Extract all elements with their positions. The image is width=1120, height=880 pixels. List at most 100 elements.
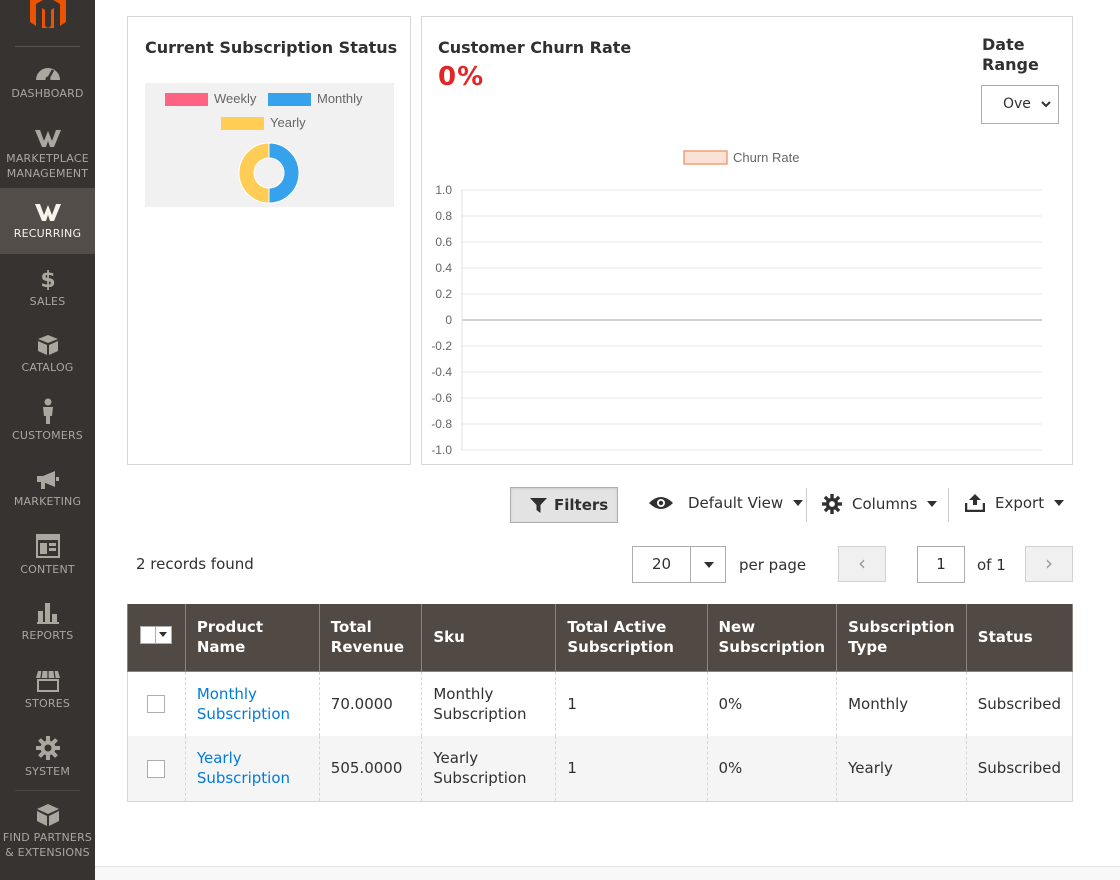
previous-page-button[interactable]: ‹ xyxy=(838,546,886,582)
page-number-input[interactable]: 1 xyxy=(917,546,965,583)
default-view-dropdown[interactable]: Default View xyxy=(648,494,804,512)
per-page-dropdown-button[interactable] xyxy=(690,546,726,583)
product-link[interactable]: Monthly Subscription xyxy=(196,684,291,723)
chevron-down-icon xyxy=(1041,101,1051,108)
logo-divider xyxy=(15,46,80,47)
mass-select-header[interactable] xyxy=(127,604,186,672)
y-tick-label: -0.8 xyxy=(431,417,452,431)
date-range-value: Ove xyxy=(1003,96,1031,112)
product-name-cell: Yearly Subscription xyxy=(184,736,320,801)
active-subscription-cell: 1 xyxy=(555,736,708,801)
sidebar-item-content[interactable]: CONTENT xyxy=(0,534,95,576)
sidebar-item-reports[interactable]: REPORTS xyxy=(0,602,95,644)
per-page-label: per page xyxy=(739,556,807,574)
toolbar-divider xyxy=(806,488,807,522)
filters-button[interactable]: Filters xyxy=(510,487,618,523)
records-found: 2 records found xyxy=(136,555,254,573)
table-row[interactable]: Yearly Subscription 505.0000 Yearly Subs… xyxy=(127,736,1074,801)
column-header-total-active-subscription[interactable]: Total Active Subscription xyxy=(555,604,708,672)
recurring-icon xyxy=(34,204,61,221)
caret-down-icon xyxy=(927,501,938,507)
status-cell: Subscribed xyxy=(965,671,1074,736)
dollar-icon: $ xyxy=(40,268,55,290)
column-header-subscription-type[interactable]: Subscription Type xyxy=(836,604,967,672)
status-cell: Subscribed xyxy=(965,736,1074,801)
active-subscription-cell: 1 xyxy=(555,671,708,736)
column-header-product-name[interactable]: Product Name xyxy=(184,604,320,672)
product-name-cell: Monthly Subscription xyxy=(184,671,320,736)
sidebar-item-customers[interactable]: CUSTOMERS xyxy=(0,398,95,442)
eye-icon xyxy=(649,497,673,509)
default-view-label: Default View xyxy=(688,494,784,512)
filter-icon xyxy=(530,498,547,513)
export-label: Export xyxy=(995,494,1045,512)
sidebar-item-catalog[interactable]: CATALOG xyxy=(0,334,95,374)
per-page-input[interactable]: 20 xyxy=(632,546,691,583)
product-link[interactable]: Yearly Subscription xyxy=(196,749,291,788)
date-range-select[interactable]: Ove xyxy=(981,85,1059,124)
legend-swatch-churn-rate xyxy=(683,150,728,165)
revenue-cell: 70.0000 xyxy=(318,671,423,736)
customer-icon xyxy=(42,398,53,424)
donut-slice-yearly xyxy=(238,142,270,204)
columns-dropdown[interactable]: Columns xyxy=(822,494,938,514)
magento-logo[interactable] xyxy=(28,0,68,28)
new-subscription-cell: 0% xyxy=(706,671,838,736)
churn-line-chart: Churn Rate 1.0 0.8 0.6 0.4 0.2 0 -0.2 -0.4 -0.6 -0… xyxy=(431,150,1042,457)
sidebar-item-find-partners[interactable]: FIND PARTNERS & EXTENSIONS xyxy=(0,803,95,861)
page-count: of 1 xyxy=(977,556,1006,574)
extensions-icon xyxy=(36,804,59,826)
subscriptions-grid: Product Name Total Revenue Sku Total Act… xyxy=(127,604,1074,802)
sidebar-item-sales[interactable]: $ SALES xyxy=(0,268,95,308)
sidebar-item-label: CUSTOMERS xyxy=(12,429,83,442)
sidebar-item-label: STORES xyxy=(24,697,71,710)
admin-sidebar: DASHBOARD MARKETPLACE MANAGEMENT RECURRI… xyxy=(0,0,95,880)
export-icon xyxy=(965,494,985,512)
row-checkbox[interactable] xyxy=(147,695,166,714)
y-tick-label: -0.2 xyxy=(431,339,452,353)
marketplace-icon xyxy=(34,130,61,147)
sidebar-item-label: SYSTEM xyxy=(24,765,71,778)
y-tick-label: 0.2 xyxy=(435,287,452,301)
sidebar-item-marketing[interactable]: MARKETING xyxy=(0,470,95,510)
bar-chart-icon xyxy=(36,603,59,624)
sidebar-item-stores[interactable]: STORES xyxy=(0,670,95,710)
column-header-sku[interactable]: Sku xyxy=(421,604,557,672)
column-header-status[interactable]: Status xyxy=(965,604,1074,672)
sidebar-item-dashboard[interactable]: DASHBOARD xyxy=(0,62,95,112)
y-tick-label: 0.4 xyxy=(435,261,452,275)
legend-label-yearly: Yearly xyxy=(270,115,306,130)
y-tick-label: -1.0 xyxy=(431,443,452,457)
y-tick-label: 0.8 xyxy=(435,209,452,223)
churn-rate-panel: Customer Churn Rate 0% Date Range Ove Ch… xyxy=(421,16,1073,465)
sidebar-item-system[interactable]: SYSTEM xyxy=(0,736,95,778)
legend-label-monthly: Monthly xyxy=(317,91,363,106)
legend-label-weekly: Weekly xyxy=(214,91,257,106)
sidebar-item-recurring[interactable]: RECURRING xyxy=(0,188,95,254)
sidebar-item-label: DASHBOARD xyxy=(11,87,84,100)
donut-slice-monthly xyxy=(268,142,300,204)
mass-select-checkbox[interactable] xyxy=(140,626,172,645)
churn-rate-value: 0% xyxy=(438,62,485,92)
subscription-status-title: Current Subscription Status xyxy=(145,38,398,57)
column-header-total-revenue[interactable]: Total Revenue xyxy=(318,604,423,672)
dashboard-icon xyxy=(35,68,60,82)
subscription-status-panel: Current Subscription Status Weekly Month… xyxy=(127,16,411,465)
table-row[interactable]: Monthly Subscription 70.0000 Monthly Sub… xyxy=(127,671,1074,736)
svg-text:$: $ xyxy=(40,268,55,290)
content-icon xyxy=(35,534,60,558)
date-range-label: Date Range xyxy=(982,35,1039,74)
sidebar-item-label: RECURRING xyxy=(13,227,82,240)
row-select-cell xyxy=(127,671,186,736)
column-header-new-subscription[interactable]: New Subscription xyxy=(706,604,838,672)
subscription-chart: Weekly Monthly Yearly xyxy=(145,83,394,207)
columns-label: Columns xyxy=(852,495,918,513)
export-dropdown[interactable]: Export xyxy=(965,494,1065,512)
store-icon xyxy=(35,670,60,692)
next-page-button[interactable]: › xyxy=(1025,546,1073,582)
gear-icon xyxy=(35,736,60,760)
row-checkbox[interactable] xyxy=(147,759,166,778)
y-tick-label: 0.6 xyxy=(435,235,452,249)
sidebar-item-label: REPORTS xyxy=(21,629,74,642)
sidebar-item-marketplace[interactable]: MARKETPLACE MANAGEMENT xyxy=(0,128,95,182)
